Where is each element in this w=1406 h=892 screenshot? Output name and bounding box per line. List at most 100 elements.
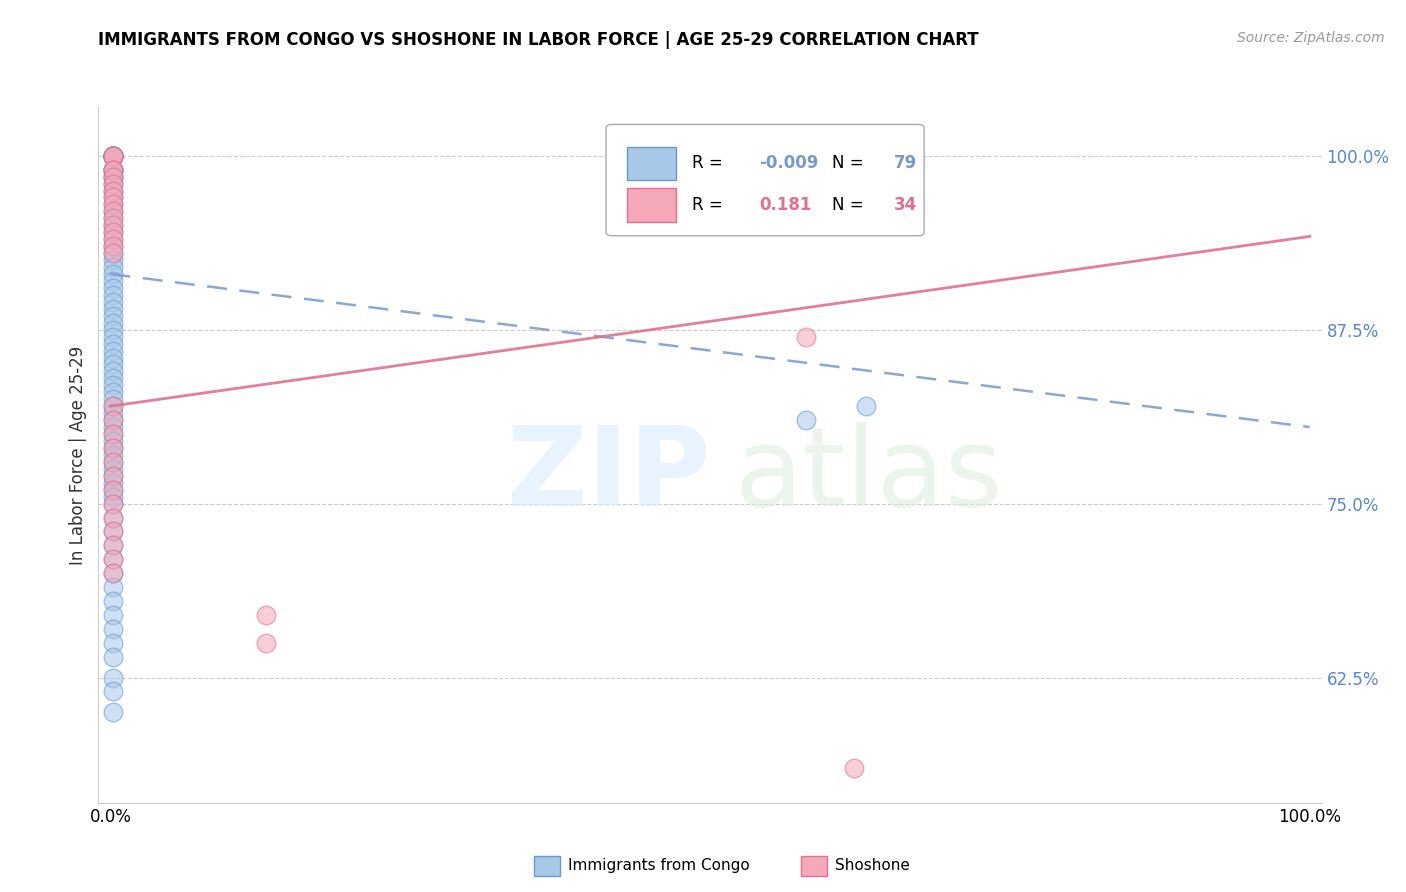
Point (101, 364, 124, 378)
Point (101, 239, 124, 253)
Point (101, 455, 124, 469)
Y-axis label: In Labor Force | Age 25-29: In Labor Force | Age 25-29 (69, 345, 87, 565)
Point (101, 510, 124, 524)
Text: Shoshone: Shoshone (835, 858, 910, 872)
Point (101, 323, 124, 337)
Text: N =: N = (832, 154, 869, 172)
Point (101, 552, 124, 566)
Point (101, 580, 124, 594)
Point (101, 232, 124, 246)
Point (101, 552, 124, 566)
Text: R =: R = (692, 154, 728, 172)
Point (101, 301, 124, 316)
Point (254, 636, 277, 650)
FancyBboxPatch shape (606, 124, 924, 235)
Point (101, 434, 124, 448)
Point (101, 566, 124, 581)
Point (101, 169, 124, 184)
Point (101, 246, 124, 260)
Point (101, 358, 124, 372)
Point (101, 149, 124, 163)
Point (101, 169, 124, 184)
Point (101, 239, 124, 253)
Point (101, 483, 124, 497)
Point (101, 497, 124, 511)
Point (101, 149, 124, 163)
Point (101, 468, 124, 483)
Point (101, 371, 124, 385)
FancyBboxPatch shape (627, 146, 676, 180)
Point (101, 204, 124, 219)
Point (101, 149, 124, 163)
Point (101, 253, 124, 268)
Point (101, 149, 124, 163)
Point (101, 448, 124, 462)
Text: R =: R = (692, 196, 728, 214)
Text: 79: 79 (894, 154, 917, 172)
Point (101, 225, 124, 239)
Point (101, 267, 124, 281)
Point (101, 260, 124, 274)
Point (101, 420, 124, 434)
Point (101, 462, 124, 476)
Point (101, 184, 124, 198)
Point (101, 190, 124, 204)
Point (101, 329, 124, 343)
Point (101, 684, 124, 698)
Point (101, 177, 124, 191)
Text: 0.181: 0.181 (759, 196, 811, 214)
Point (101, 149, 124, 163)
Point (101, 149, 124, 163)
Point (101, 538, 124, 552)
Point (101, 468, 124, 483)
Point (101, 169, 124, 184)
Point (101, 149, 124, 163)
Point (101, 197, 124, 211)
Point (101, 636, 124, 650)
Point (101, 594, 124, 608)
Point (101, 316, 124, 330)
FancyBboxPatch shape (627, 188, 676, 222)
Point (101, 649, 124, 664)
Point (794, 329, 817, 343)
Text: 34: 34 (894, 196, 917, 214)
Text: Immigrants from Congo: Immigrants from Congo (568, 858, 749, 872)
Point (101, 510, 124, 524)
Point (101, 427, 124, 442)
Point (101, 162, 124, 177)
Point (101, 219, 124, 233)
Point (101, 378, 124, 392)
Point (101, 281, 124, 295)
Point (101, 162, 124, 177)
Text: ZIP: ZIP (506, 422, 710, 529)
Point (101, 184, 124, 198)
Point (101, 219, 124, 233)
Point (101, 607, 124, 622)
Point (101, 149, 124, 163)
Point (101, 204, 124, 219)
Text: Source: ZipAtlas.com: Source: ZipAtlas.com (1237, 31, 1385, 45)
Point (101, 246, 124, 260)
Point (101, 392, 124, 407)
Point (254, 607, 277, 622)
Point (101, 294, 124, 309)
Point (101, 483, 124, 497)
Text: IMMIGRANTS FROM CONGO VS SHOSHONE IN LABOR FORCE | AGE 25-29 CORRELATION CHART: IMMIGRANTS FROM CONGO VS SHOSHONE IN LAB… (98, 31, 979, 49)
Text: atlas: atlas (734, 422, 1002, 529)
Point (101, 288, 124, 302)
Point (101, 149, 124, 163)
Point (101, 399, 124, 413)
Point (101, 343, 124, 358)
Point (101, 706, 124, 720)
Point (101, 162, 124, 177)
Point (101, 385, 124, 400)
Point (855, 399, 877, 413)
Text: -0.009: -0.009 (759, 154, 818, 172)
Point (101, 406, 124, 420)
Point (101, 309, 124, 323)
Point (101, 197, 124, 211)
Point (101, 497, 124, 511)
Point (101, 177, 124, 191)
Point (101, 413, 124, 427)
Point (101, 162, 124, 177)
